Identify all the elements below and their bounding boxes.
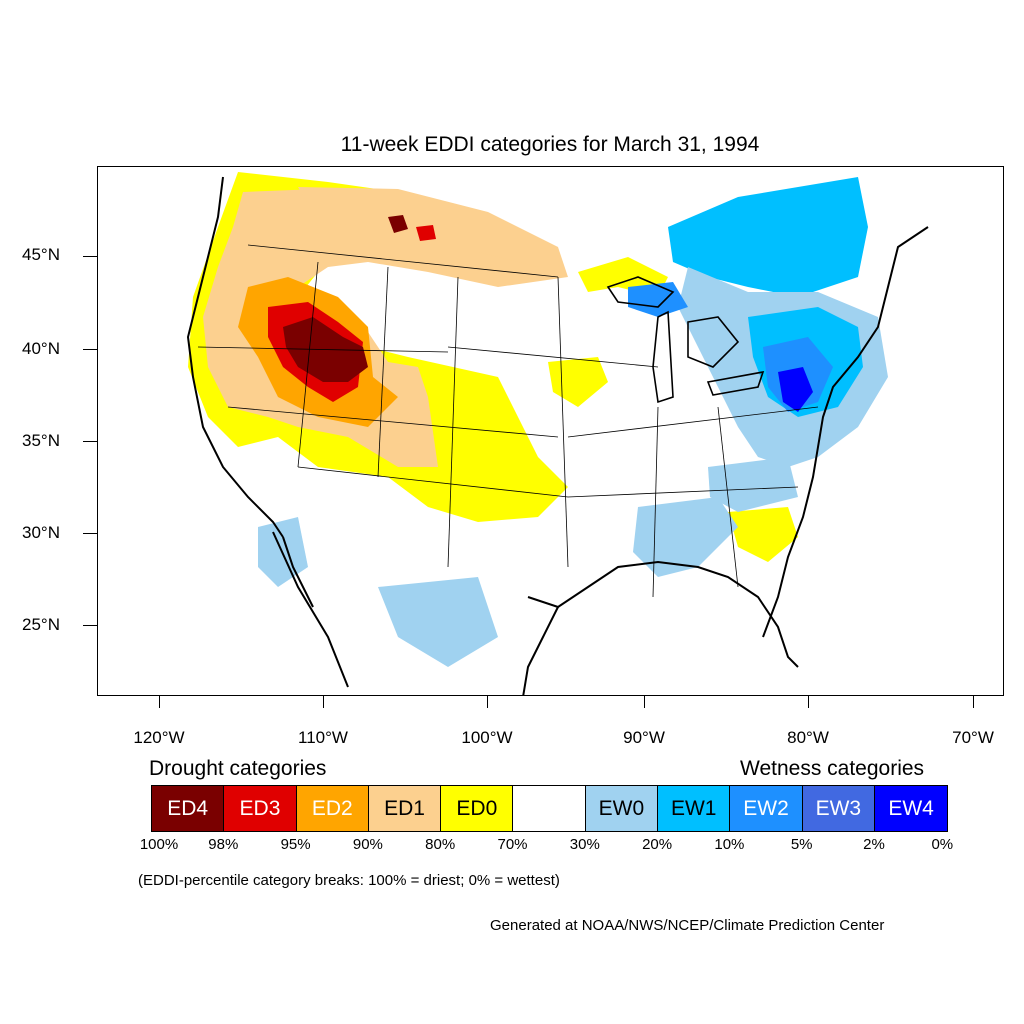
percentile-break-label: 98%	[208, 836, 239, 853]
map-title: 11-week EDDI categories for March 31, 19…	[340, 133, 760, 156]
great-lakes	[606, 276, 765, 404]
lon-label-70: 70°W	[952, 728, 994, 747]
ew0-mexico-spot	[378, 577, 498, 667]
percentile-break-label: 5%	[790, 836, 813, 853]
map-plot-area	[97, 166, 1004, 696]
percentile-break-label: 0%	[931, 836, 954, 853]
lat-tick	[83, 533, 97, 534]
legend-swatch-ed2: ED2	[296, 786, 369, 831]
lon-label-120: 120°W	[133, 728, 185, 747]
percentile-break-label: 90%	[352, 836, 383, 853]
percentile-break-label: 70%	[497, 836, 528, 853]
legend-swatch-neutral	[513, 786, 586, 831]
ew1-northeast-canada	[668, 177, 868, 297]
legend-swatch-ew2: EW2	[730, 786, 803, 831]
percentile-break-label: 2%	[863, 836, 885, 853]
coastlines	[186, 176, 929, 695]
ed0-texas-spot	[488, 467, 538, 512]
lon-label-80: 80°W	[787, 728, 829, 747]
legend-swatch-ew1: EW1	[658, 786, 731, 831]
lat-tick	[83, 349, 97, 350]
lon-tick	[487, 696, 488, 708]
category-legend: ED4 ED3 ED2 ED1 ED0 EW0 EW1 EW2 EW3 EW4	[151, 785, 949, 832]
lat-label-25: 25°N	[22, 615, 60, 634]
legend-swatch-ed1: ED1	[368, 786, 442, 831]
breaks-note: (EDDI-percentile category breaks: 100% =…	[138, 872, 560, 889]
percentile-break-label: 20%	[642, 836, 673, 853]
ed0-southeast-spot	[728, 507, 798, 562]
legend-swatch-ed4: ED4	[152, 786, 225, 831]
lat-label-30: 30°N	[22, 523, 60, 542]
legend-swatch-ed3: ED3	[224, 786, 297, 831]
lat-label-35: 35°N	[22, 431, 60, 450]
lat-label-40: 40°N	[22, 339, 60, 358]
ew2-lake-superior	[628, 282, 688, 317]
credit-line: Generated at NOAA/NWS/NCEP/Climate Predi…	[490, 917, 885, 934]
state-borders	[197, 244, 819, 598]
ew0-south-spot	[633, 497, 738, 577]
lat-tick	[83, 441, 97, 442]
percentile-break-label: 95%	[280, 836, 311, 853]
lon-label-100: 100°W	[461, 728, 513, 747]
ew0-southeast-spot	[708, 457, 798, 512]
lon-label-90: 90°W	[623, 728, 665, 747]
percentile-break-label: 100%	[139, 836, 179, 853]
legend-swatch-ew3: EW3	[802, 786, 875, 831]
lat-tick	[83, 625, 97, 626]
eddi-map	[186, 172, 929, 695]
percentile-break-label: 30%	[569, 836, 600, 853]
drought-heading: Drought categories	[149, 757, 327, 780]
ed3-north-spot	[416, 225, 436, 241]
percentile-break-label: 80%	[425, 836, 456, 853]
lon-tick	[973, 696, 974, 708]
ew4-northeast	[778, 367, 813, 412]
lat-tick	[83, 256, 97, 257]
legend-swatch-ew0: EW0	[585, 786, 659, 831]
lat-label-45: 45°N	[22, 245, 60, 264]
wetness-heading: Wetness categories	[740, 757, 925, 780]
lon-tick	[808, 696, 809, 708]
lon-tick	[159, 696, 160, 708]
lon-label-110: 110°W	[298, 728, 348, 747]
ed4-north-spot	[388, 215, 408, 233]
lon-tick	[644, 696, 645, 708]
legend-swatch-ew4: EW4	[874, 786, 948, 831]
legend-swatch-ed0: ED0	[441, 786, 514, 831]
percentile-break-label: 10%	[714, 836, 745, 853]
ed0-central-spot	[548, 357, 608, 407]
lon-tick	[323, 696, 324, 708]
